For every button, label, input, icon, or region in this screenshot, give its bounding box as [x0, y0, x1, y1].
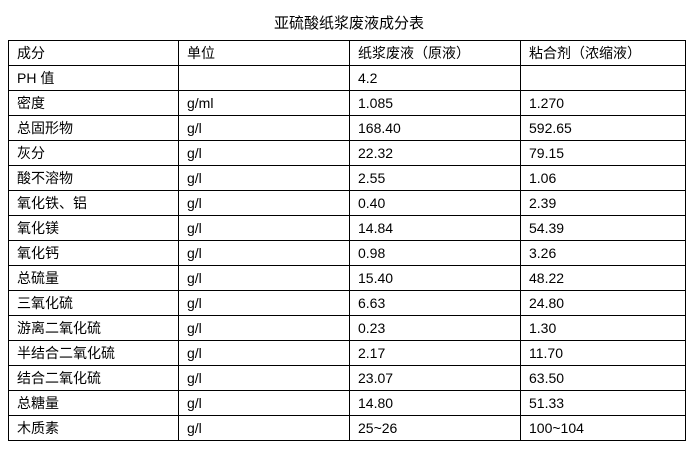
table-cell: g/l: [178, 315, 350, 341]
table-title: 亚硫酸纸浆废液成分表: [273, 14, 424, 32]
table-header-row: 成分 单位 纸浆废液（原液） 粘合剂（浓缩液）: [8, 40, 686, 66]
table-cell: 纸浆废液（原液）: [349, 40, 521, 66]
table-cell: g/l: [178, 115, 350, 141]
table-cell: PH 值: [8, 65, 179, 91]
table-row: 氧化铁、铝 g/l 0.40 2.39: [8, 190, 686, 216]
table-cell: 三氧化硫: [8, 290, 179, 316]
table-row: 氧化镁 g/l 14.84 54.39: [8, 215, 686, 241]
table-cell: 1.06: [520, 165, 686, 191]
table-cell: 密度: [8, 90, 179, 116]
table-cell: 氧化铁、铝: [8, 190, 179, 216]
table-row: PH 值 4.2: [8, 65, 686, 91]
table-cell: 15.40: [349, 265, 521, 291]
table-cell: 592.65: [520, 115, 686, 141]
table-row: 总硫量 g/l 15.40 48.22: [8, 265, 686, 291]
table-cell: 22.32: [349, 140, 521, 166]
table-cell: 总糖量: [8, 390, 179, 416]
table-cell: 游离二氧化硫: [8, 315, 179, 341]
table-row: 酸不溶物 g/l 2.55 1.06: [8, 165, 686, 191]
table-cell: g/l: [178, 165, 350, 191]
table-cell: 结合二氧化硫: [8, 365, 179, 391]
table-cell: 48.22: [520, 265, 686, 291]
table-cell: 63.50: [520, 365, 686, 391]
table-cell: 粘合剂（浓缩液）: [520, 40, 686, 66]
table-cell: 6.63: [349, 290, 521, 316]
table-cell: 2.39: [520, 190, 686, 216]
table-cell: 1.30: [520, 315, 686, 341]
table-cell: 3.26: [520, 240, 686, 266]
table-cell: g/l: [178, 215, 350, 241]
table-cell: 100~104: [520, 415, 686, 441]
table-cell: 0.40: [349, 190, 521, 216]
table-cell: g/l: [178, 390, 350, 416]
table-cell: 2.55: [349, 165, 521, 191]
table-cell: g/l: [178, 340, 350, 366]
table-cell: 54.39: [520, 215, 686, 241]
table-row: 总糖量 g/l 14.80 51.33: [8, 390, 686, 416]
composition-table: 成分 单位 纸浆废液（原液） 粘合剂（浓缩液） PH 值 4.2 密度 g/ml 1.085 1.…: [8, 40, 686, 441]
table-cell: 168.40: [349, 115, 521, 141]
table-row: 半结合二氧化硫 g/l 2.17 11.70: [8, 340, 686, 366]
table-row: 结合二氧化硫 g/l 23.07 63.50: [8, 365, 686, 391]
table-row: 游离二氧化硫 g/l 0.23 1.30: [8, 315, 686, 341]
table-cell: 灰分: [8, 140, 179, 166]
table-cell: 2.17: [349, 340, 521, 366]
table-row: 氧化钙 g/l 0.98 3.26: [8, 240, 686, 266]
table-cell: 24.80: [520, 290, 686, 316]
table-cell: 氧化镁: [8, 215, 179, 241]
table-row: 总固形物 g/l 168.40 592.65: [8, 115, 686, 141]
table-cell: 0.23: [349, 315, 521, 341]
table-row: 灰分 g/l 22.32 79.15: [8, 140, 686, 166]
table-cell: 成分: [8, 40, 179, 66]
table-cell: 氧化钙: [8, 240, 179, 266]
table-cell: 14.80: [349, 390, 521, 416]
table-cell: g/l: [178, 265, 350, 291]
table-cell: 25~26: [349, 415, 521, 441]
table-cell: 4.2: [349, 65, 521, 91]
table-cell: g/l: [178, 365, 350, 391]
table-cell: 酸不溶物: [8, 165, 179, 191]
table-cell: 51.33: [520, 390, 686, 416]
table-cell: 14.84: [349, 215, 521, 241]
table-cell: 总硫量: [8, 265, 179, 291]
table-cell: 木质素: [8, 415, 179, 441]
table-cell: g/ml: [178, 90, 350, 116]
table-row: 三氧化硫 g/l 6.63 24.80: [8, 290, 686, 316]
table-cell: [178, 65, 350, 91]
table-cell: 0.98: [349, 240, 521, 266]
table-cell: 11.70: [520, 340, 686, 366]
table-cell: g/l: [178, 415, 350, 441]
table-cell: 单位: [178, 40, 350, 66]
table-cell: g/l: [178, 190, 350, 216]
table-cell: 23.07: [349, 365, 521, 391]
table-row: 密度 g/ml 1.085 1.270: [8, 90, 686, 116]
table-cell: 总固形物: [8, 115, 179, 141]
table-cell: g/l: [178, 290, 350, 316]
table-row: 木质素 g/l 25~26 100~104: [8, 415, 686, 441]
table-cell: g/l: [178, 240, 350, 266]
table-cell: g/l: [178, 140, 350, 166]
table-cell: 1.270: [520, 90, 686, 116]
table-cell: 1.085: [349, 90, 521, 116]
table-cell: 79.15: [520, 140, 686, 166]
table-cell: 半结合二氧化硫: [8, 340, 179, 366]
table-cell: [520, 65, 686, 91]
